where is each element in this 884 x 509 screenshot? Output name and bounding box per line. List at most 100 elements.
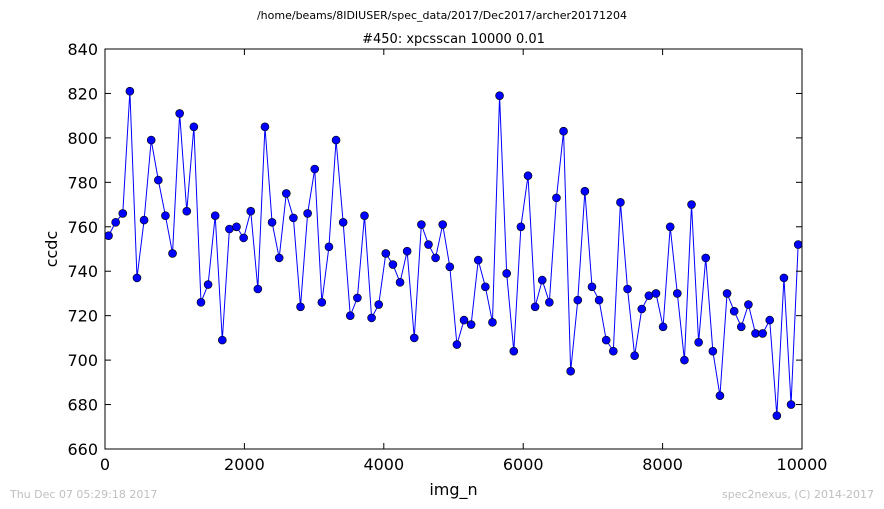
data-point [537, 275, 547, 285]
x-tick-label: 0 [100, 455, 110, 474]
y-tick-label: 760 [67, 218, 98, 237]
data-point [665, 222, 675, 232]
data-point [289, 213, 298, 223]
series-line [108, 91, 799, 416]
data-point [488, 318, 497, 327]
plot-area [105, 86, 802, 420]
data-point [296, 302, 305, 312]
data-point [751, 329, 760, 338]
data-point [267, 218, 277, 227]
data-point [630, 351, 639, 360]
x-tick-label: 8000 [642, 455, 683, 474]
data-point [189, 122, 199, 132]
data-point [253, 284, 263, 294]
data-point [324, 242, 334, 252]
data-point [466, 320, 476, 329]
data-point [345, 311, 355, 320]
footer-credit: spec2nexus, (C) 2014-2017 [722, 488, 874, 501]
chart-title: #450: xpcsscan 10000 0.01 [362, 32, 545, 47]
data-point [708, 346, 718, 356]
series-ccdc [105, 86, 802, 420]
data-point [680, 355, 689, 365]
axes: 0 2000 4000 6000 8000 10000 660 680 700 720 740 760… [42, 32, 827, 500]
y-tick-label: 660 [67, 440, 98, 459]
data-point [146, 135, 156, 145]
data-point [182, 206, 192, 216]
data-point [381, 249, 391, 258]
data-point [594, 295, 604, 305]
data-point [225, 224, 234, 234]
data-point [409, 333, 419, 343]
data-point [274, 253, 284, 263]
data-point [310, 164, 320, 174]
data-point [616, 198, 625, 207]
data-point [495, 91, 504, 100]
data-point [772, 411, 782, 420]
data-point [452, 340, 462, 349]
data-point [353, 293, 362, 303]
data-point [239, 233, 248, 243]
data-point [623, 284, 632, 294]
data-point [509, 346, 519, 356]
data-point [587, 282, 597, 292]
data-point [644, 291, 654, 300]
data-point [765, 315, 775, 325]
data-point [203, 280, 213, 289]
data-point [758, 329, 767, 338]
data-point [722, 289, 732, 298]
y-tick-label: 840 [67, 40, 98, 59]
data-point [651, 289, 661, 298]
data-point [374, 300, 384, 309]
data-point [779, 273, 789, 283]
data-point [573, 295, 583, 305]
data-point [658, 322, 668, 332]
data-point [673, 289, 682, 298]
figure-path-title: /home/beams/8IDIUSER/spec_data/2017/Dec2… [256, 9, 628, 22]
data-point [154, 175, 163, 185]
data-point [445, 262, 455, 272]
data-point [438, 220, 448, 229]
data-point [694, 338, 703, 347]
data-point [395, 278, 405, 287]
data-point [715, 391, 725, 400]
data-point [111, 218, 120, 227]
data-point [132, 273, 142, 283]
data-point [424, 240, 433, 249]
data-point [481, 282, 490, 292]
x-tick-label: 2000 [224, 455, 265, 474]
data-point [516, 222, 526, 232]
y-tick-label: 800 [67, 129, 98, 148]
data-point [701, 253, 711, 263]
y-tick-label: 740 [67, 262, 98, 281]
data-point [545, 298, 554, 307]
data-point [317, 298, 327, 307]
data-point [402, 246, 412, 256]
data-point [459, 315, 469, 325]
data-point [793, 240, 802, 249]
data-point [196, 298, 206, 307]
data-point [139, 215, 149, 225]
plot-frame [104, 48, 803, 450]
data-point [246, 206, 256, 216]
data-point [388, 260, 398, 269]
data-point [218, 335, 227, 345]
data-point [473, 255, 483, 265]
x-tick-label: 4000 [363, 455, 404, 474]
y-tick-label: 780 [67, 173, 98, 192]
data-point [687, 200, 696, 209]
data-point [786, 400, 796, 409]
data-point [303, 209, 312, 218]
data-point [281, 189, 291, 198]
data-point [736, 322, 746, 332]
data-point [118, 209, 128, 218]
data-point [523, 171, 533, 180]
data-point [125, 86, 135, 96]
y-tick-label: 720 [67, 307, 98, 326]
data-point [552, 193, 561, 203]
data-point [210, 211, 220, 220]
data-point [601, 335, 611, 345]
data-point [744, 300, 753, 309]
data-point [530, 302, 540, 312]
data-point [566, 366, 575, 376]
y-tick-label: 820 [67, 84, 98, 103]
